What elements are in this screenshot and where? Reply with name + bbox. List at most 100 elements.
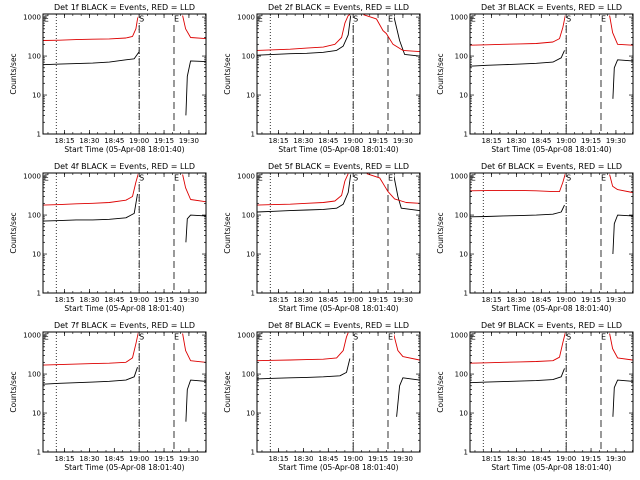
- y-tick-label: 1: [251, 449, 255, 457]
- event-marker-label: S: [353, 333, 358, 342]
- detector-panel-7: Det 7f BLACK = Events, RED = LLD E S E 1 10 10…: [9, 321, 207, 472]
- event-marker-label: E: [44, 15, 49, 24]
- y-axis-label: Counts/sec: [223, 371, 232, 412]
- y-tick-label: 10: [246, 92, 255, 100]
- series-lld: [257, 173, 420, 206]
- plot-frame: [256, 172, 421, 294]
- event-marker-label: S: [139, 333, 144, 342]
- x-tick-label: 19:30: [393, 137, 413, 145]
- series-events: [43, 367, 206, 422]
- event-marker-label: E: [174, 15, 179, 24]
- x-tick-label: 18:45: [531, 137, 551, 145]
- y-tick-label: 100: [28, 212, 41, 220]
- x-tick-label: 18:15: [268, 137, 288, 145]
- event-marker-e: E: [599, 173, 607, 183]
- y-tick-label: 100: [455, 53, 468, 61]
- panel-title: Det 7f BLACK = Events, RED = LLD: [54, 321, 195, 330]
- event-marker-label: E: [44, 174, 49, 183]
- event-marker-s: S: [352, 173, 360, 183]
- x-tick-label: 18:45: [318, 296, 338, 304]
- detector-panel-3: Det 3f BLACK = Events, RED = LLD E S E 1 10 10…: [436, 3, 634, 154]
- y-axis-label: Counts/sec: [9, 371, 18, 412]
- series-events: [470, 50, 633, 99]
- series-lld: [470, 15, 633, 46]
- y-tick-label: 100: [28, 371, 41, 379]
- x-tick-label: 19:00: [129, 137, 149, 145]
- x-tick-label: 18:15: [54, 296, 74, 304]
- y-tick-label: 1000: [23, 332, 41, 340]
- event-marker-label: E: [388, 15, 393, 24]
- event-marker-s: S: [138, 14, 146, 24]
- y-axis-label: Counts/sec: [436, 371, 445, 412]
- x-tick-label: 18:30: [79, 455, 99, 463]
- series-lld: [43, 14, 206, 41]
- x-tick-label: 18:45: [104, 137, 124, 145]
- y-tick-label: 1000: [450, 332, 468, 340]
- x-tick-label: 18:30: [293, 137, 313, 145]
- x-tick-label: 18:30: [293, 296, 313, 304]
- y-axis-label: Counts/sec: [223, 212, 232, 253]
- x-tick-label: 19:00: [343, 296, 363, 304]
- event-marker-label: E: [258, 333, 263, 342]
- x-tick-label: 19:15: [368, 455, 388, 463]
- x-axis-label: Start Time (05-Apr-08 18:01:40): [491, 463, 611, 472]
- x-tick-label: 18:15: [481, 296, 501, 304]
- series-events: [257, 358, 420, 417]
- y-tick-label: 10: [459, 92, 468, 100]
- x-axis-label: Start Time (05-Apr-08 18:01:40): [278, 145, 398, 154]
- series-lld: [43, 173, 206, 206]
- event-marker-e: E: [172, 14, 180, 24]
- x-axis-label: Start Time (05-Apr-08 18:01:40): [491, 304, 611, 313]
- y-axis-label: Counts/sec: [436, 212, 445, 253]
- detector-panel-9: Det 9f BLACK = Events, RED = LLD E S E 1 10 10…: [436, 321, 634, 472]
- detector-panel-5: Det 5f BLACK = Events, RED = LLD E S E 1 10 10…: [223, 162, 421, 313]
- y-tick-label: 100: [28, 53, 41, 61]
- event-marker-e: E: [469, 332, 477, 342]
- detector-panel-8: Det 8f BLACK = Events, RED = LLD E S E 1 10 10…: [223, 321, 421, 472]
- x-tick-label: 19:15: [581, 137, 601, 145]
- y-tick-label: 1000: [237, 173, 255, 181]
- y-tick-label: 1000: [23, 14, 41, 22]
- x-tick-label: 18:30: [79, 296, 99, 304]
- x-tick-label: 19:30: [606, 296, 626, 304]
- y-tick-label: 1: [464, 131, 468, 139]
- y-tick-label: 1: [37, 131, 41, 139]
- x-axis-label: Start Time (05-Apr-08 18:01:40): [64, 304, 184, 313]
- series-events: [470, 368, 633, 417]
- y-tick-label: 100: [242, 212, 255, 220]
- x-tick-label: 18:15: [268, 455, 288, 463]
- event-marker-label: E: [601, 333, 606, 342]
- plot-frame: [42, 13, 207, 135]
- x-axis-label: Start Time (05-Apr-08 18:01:40): [278, 463, 398, 472]
- x-tick-label: 19:00: [343, 455, 363, 463]
- plot-frame: [42, 172, 207, 294]
- plot-frame: [469, 13, 634, 135]
- x-axis-label: Start Time (05-Apr-08 18:01:40): [64, 145, 184, 154]
- y-tick-label: 10: [32, 251, 41, 259]
- x-axis-label: Start Time (05-Apr-08 18:01:40): [64, 463, 184, 472]
- event-marker-s: S: [138, 173, 146, 183]
- event-marker-e: E: [42, 332, 50, 342]
- event-marker-label: S: [139, 15, 144, 24]
- event-marker-label: E: [471, 15, 476, 24]
- y-tick-label: 1000: [23, 173, 41, 181]
- series-lld: [470, 173, 633, 193]
- x-axis-label: Start Time (05-Apr-08 18:01:40): [278, 304, 398, 313]
- event-marker-e: E: [42, 173, 50, 183]
- y-tick-label: 1: [251, 290, 255, 298]
- event-marker-label: E: [388, 333, 393, 342]
- x-tick-label: 19:00: [556, 296, 576, 304]
- x-tick-label: 18:30: [79, 137, 99, 145]
- x-tick-label: 19:00: [556, 137, 576, 145]
- x-tick-label: 18:30: [293, 455, 313, 463]
- panel-title: Det 6f BLACK = Events, RED = LLD: [481, 162, 622, 171]
- x-tick-label: 19:00: [129, 455, 149, 463]
- event-marker-s: S: [565, 332, 573, 342]
- plot-frame: [469, 331, 634, 453]
- panel-title: Det 5f BLACK = Events, RED = LLD: [268, 162, 409, 171]
- plot-frame: [256, 13, 421, 135]
- x-tick-label: 18:30: [506, 137, 526, 145]
- x-tick-label: 18:15: [481, 455, 501, 463]
- event-marker-e: E: [172, 173, 180, 183]
- x-tick-label: 19:30: [179, 455, 199, 463]
